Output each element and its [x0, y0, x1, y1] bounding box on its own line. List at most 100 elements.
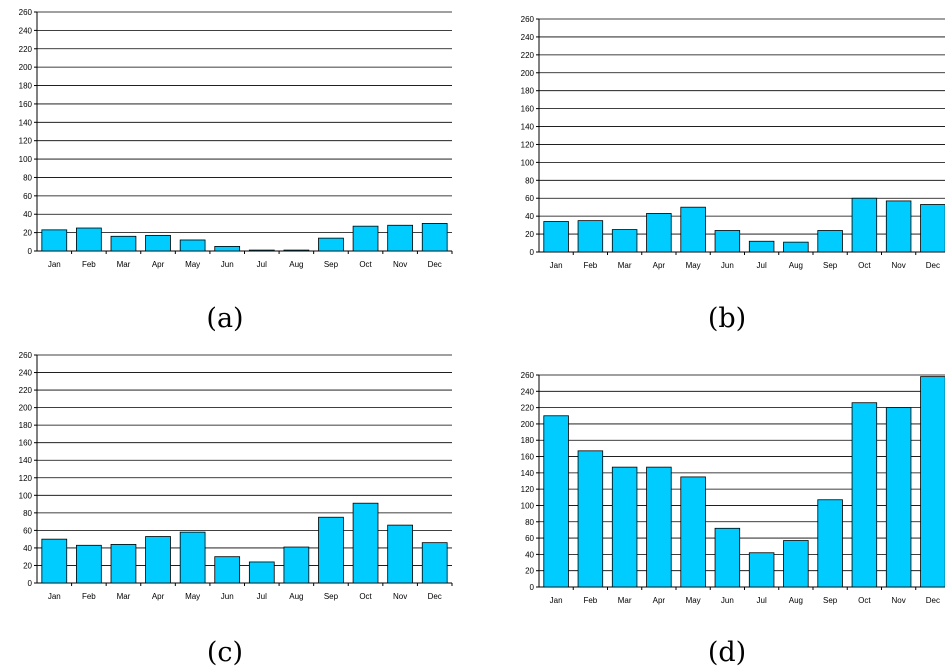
- bar-aug: [283, 249, 310, 252]
- y-tick-label: 100: [19, 155, 33, 164]
- y-tick-label: 80: [23, 509, 32, 518]
- bar-mar: [110, 235, 137, 252]
- x-tick-label: Jul: [257, 592, 267, 601]
- y-tick-label: 240: [521, 387, 535, 396]
- bar-jan: [41, 229, 68, 252]
- y-tick-label: 260: [521, 15, 535, 24]
- x-tick-label: Apr: [152, 592, 165, 601]
- bar-apr: [145, 234, 171, 252]
- y-tick-label: 220: [521, 404, 535, 413]
- x-tick-label: Aug: [789, 596, 803, 605]
- x-tick-label: Aug: [789, 261, 803, 270]
- bar-apr: [145, 536, 171, 584]
- y-tick-label: 260: [19, 8, 33, 17]
- chart-panel-c: 0 20 40 60 80 100 120 140 160 180 200 220 240 260 Jan F…: [19, 351, 453, 667]
- x-tick-label: Sep: [324, 592, 339, 601]
- x-tick-label: Feb: [583, 261, 597, 270]
- x-tick-label: Apr: [152, 260, 165, 269]
- x-tick-label: Nov: [393, 592, 407, 601]
- x-tick-label: Dec: [926, 261, 940, 270]
- x-tick-label: May: [686, 596, 701, 605]
- x-tick-label: Jan: [48, 260, 61, 269]
- y-tick-label: 140: [521, 123, 535, 132]
- y-tick-label: 60: [23, 192, 32, 201]
- y-tick-label: 60: [525, 194, 534, 203]
- bar-dec: [920, 376, 945, 588]
- x-tick-label: Mar: [618, 596, 632, 605]
- bar-jan: [41, 538, 68, 584]
- panel-caption: (b): [708, 303, 746, 334]
- y-tick-label: 80: [23, 173, 32, 182]
- bar-feb: [577, 220, 604, 253]
- bar-apr: [646, 466, 672, 588]
- x-tick-label: Jul: [757, 261, 767, 270]
- bar-oct: [851, 197, 878, 253]
- y-tick-label: 260: [521, 371, 535, 380]
- panel-caption: (a): [206, 303, 243, 334]
- x-tick-label: Jun: [221, 592, 234, 601]
- y-tick-label: 0: [530, 248, 535, 257]
- bar-sep: [817, 499, 843, 588]
- y-tick-label: 0: [530, 583, 535, 592]
- x-tick-label: Jan: [550, 261, 563, 270]
- y-tick-label: 80: [525, 518, 534, 527]
- y-tick-label: 40: [23, 210, 32, 219]
- bar-aug: [783, 540, 809, 588]
- y-tick-label: 220: [19, 45, 33, 54]
- y-tick-label: 200: [521, 69, 535, 78]
- y-tick-label: 40: [525, 212, 534, 221]
- bar-sep: [318, 516, 344, 584]
- y-tick-label: 0: [28, 247, 33, 256]
- bar-jul: [748, 552, 775, 588]
- bar-may: [680, 476, 706, 588]
- x-tick-label: Jun: [221, 260, 234, 269]
- y-tick-label: 60: [23, 526, 32, 535]
- x-tick-label: Jul: [257, 260, 267, 269]
- y-tick-label: 80: [525, 176, 534, 185]
- y-tick-label: 240: [19, 26, 33, 35]
- x-tick-label: May: [686, 261, 701, 270]
- y-tick-label: 40: [23, 544, 32, 553]
- bar-apr: [646, 213, 672, 253]
- x-tick-label: Apr: [653, 596, 666, 605]
- y-tick-label: 100: [521, 501, 535, 510]
- y-tick-label: 20: [23, 229, 32, 238]
- bar-feb: [577, 450, 604, 588]
- bar-dec: [920, 204, 945, 253]
- y-tick-label: 200: [19, 63, 33, 72]
- bar-sep: [817, 230, 843, 253]
- bar-oct: [352, 502, 379, 584]
- x-tick-label: Nov: [393, 260, 407, 269]
- chart-panel-d: 0 20 40 60 80 100 120 140 160 180 200 220 240 260 Jan F…: [521, 371, 945, 667]
- bar-may: [179, 239, 206, 252]
- bar-aug: [283, 546, 310, 584]
- x-tick-label: Jul: [757, 596, 767, 605]
- x-tick-label: Nov: [892, 261, 906, 270]
- x-tick-label: Feb: [82, 260, 96, 269]
- y-tick-label: 160: [19, 100, 33, 109]
- y-tick-label: 160: [521, 105, 535, 114]
- bar-nov: [387, 524, 413, 584]
- bar-oct: [851, 402, 878, 588]
- y-tick-label: 100: [19, 491, 33, 500]
- bar-nov: [885, 200, 912, 253]
- y-tick-label: 180: [521, 436, 535, 445]
- bar-dec: [421, 223, 448, 252]
- x-tick-label: Oct: [359, 592, 372, 601]
- x-tick-label: Jan: [48, 592, 61, 601]
- y-tick-label: 240: [521, 33, 535, 42]
- bar-jun: [714, 527, 741, 588]
- y-tick-label: 220: [521, 51, 535, 60]
- bar-jan: [543, 221, 569, 253]
- x-tick-label: Sep: [324, 260, 339, 269]
- bar-mar: [110, 544, 137, 584]
- x-tick-label: Nov: [892, 596, 906, 605]
- bar-jul: [248, 561, 275, 584]
- bar-jun: [214, 556, 241, 584]
- y-tick-label: 140: [19, 118, 33, 127]
- chart-panel-a: 0 20 40 60 80 100 120 140 160 180 200 220 240 260 Jan F…: [19, 8, 453, 334]
- y-tick-label: 160: [19, 439, 33, 448]
- y-tick-label: 180: [19, 82, 33, 91]
- bar-jul: [748, 240, 775, 253]
